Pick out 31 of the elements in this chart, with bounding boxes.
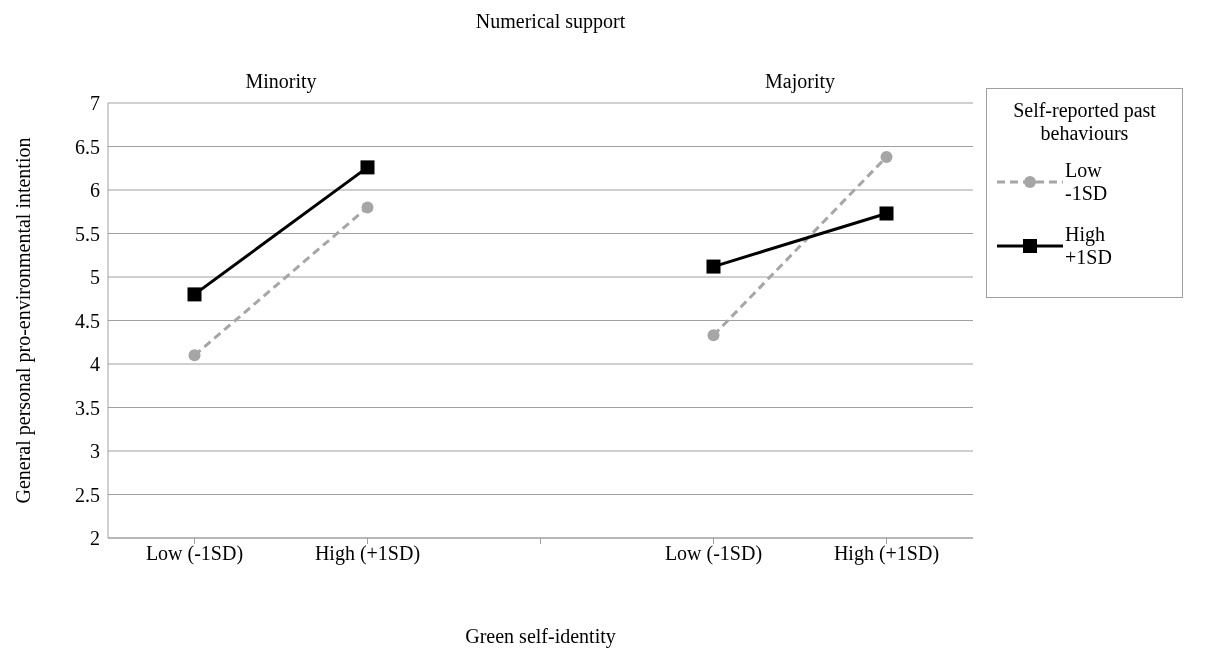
- point: [360, 160, 375, 175]
- y-tick-label: 3.5: [75, 396, 100, 419]
- point: [880, 150, 893, 163]
- y-tick-label: 4: [90, 353, 100, 376]
- x-tick-label: High (+1SD): [833, 542, 940, 566]
- y-tick-label: 5.5: [75, 222, 100, 245]
- y-tick-label: 2: [90, 527, 100, 550]
- point: [187, 287, 202, 302]
- y-tick-label: 6.5: [75, 135, 100, 158]
- y-tick-label: 4.5: [75, 309, 100, 332]
- x-tick-label: Low (-1SD): [664, 542, 763, 566]
- x-tick-label: Low (-1SD): [145, 542, 244, 566]
- y-tick-label: 2.5: [75, 483, 100, 506]
- text: Minority: [245, 70, 317, 93]
- point: [361, 201, 374, 214]
- x-axis-title: Green self-identity: [465, 625, 616, 648]
- y-tick-label: 7: [90, 92, 100, 115]
- point: [707, 329, 720, 342]
- point: [879, 206, 894, 221]
- legend-label: High +1SD: [1065, 223, 1113, 269]
- point: [706, 259, 721, 274]
- point: [188, 349, 201, 362]
- x-tick-label: High (+1SD): [314, 542, 421, 566]
- legend-title: Self-reported past behaviours: [1012, 99, 1157, 145]
- chart-title: Numerical support: [475, 10, 626, 33]
- y-axis-title: General personal pro-environmental intention: [12, 137, 36, 504]
- y-tick-label: 6: [90, 179, 100, 202]
- text: Majority: [765, 70, 835, 93]
- legend-label: Low -1SD: [1065, 159, 1109, 205]
- y-tick-label: 3: [90, 440, 100, 463]
- y-tick-label: 5: [90, 266, 100, 289]
